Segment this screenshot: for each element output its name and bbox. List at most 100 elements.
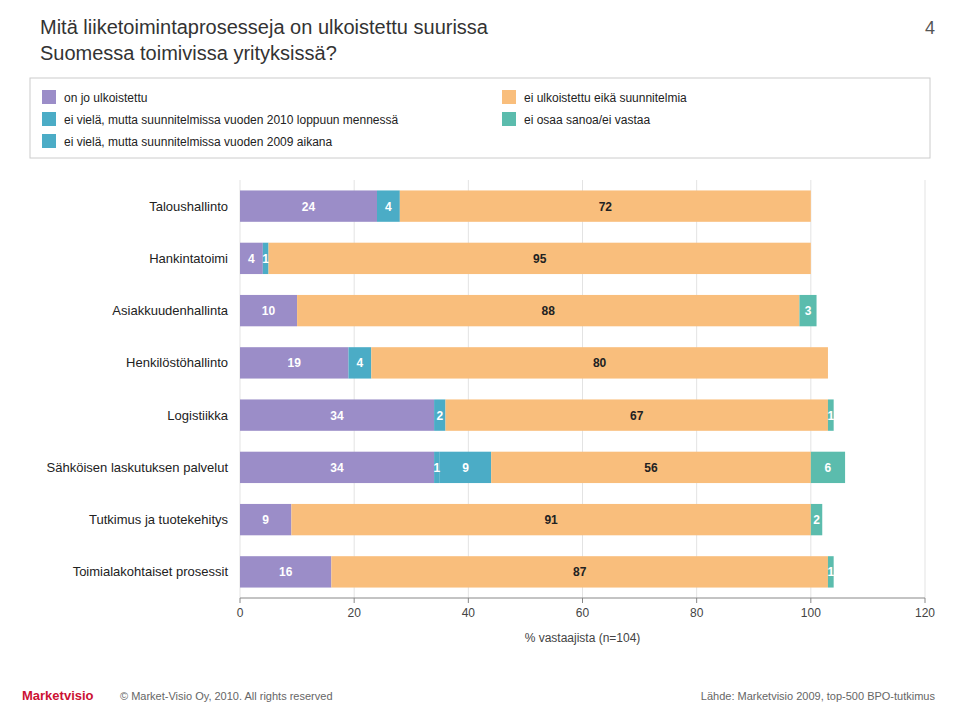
bar-segment <box>331 556 828 587</box>
data-label: 91 <box>544 513 558 527</box>
bar-segment <box>240 347 348 378</box>
bar-segment <box>434 452 440 483</box>
bar-segment <box>810 190 811 221</box>
bar-segment <box>377 190 400 221</box>
data-label: 87 <box>573 565 587 579</box>
tick-label: 20 <box>347 606 361 620</box>
bar-segment <box>828 556 834 587</box>
data-label: 95 <box>533 252 547 266</box>
legend-label: ei vielä, mutta suunnitelmissa vuoden 20… <box>64 113 399 127</box>
legend-swatch <box>42 112 56 126</box>
chart-container: Mitä liiketoimintaprosesseja on ulkoiste… <box>0 0 959 715</box>
data-label: 4 <box>357 356 364 370</box>
bar-segment <box>440 452 491 483</box>
tick-mark <box>925 598 926 603</box>
data-label: 1 <box>827 409 834 423</box>
bar-segment <box>371 347 828 378</box>
bar-segment <box>827 347 828 378</box>
bar-segment <box>240 504 291 535</box>
chart-svg: Mitä liiketoimintaprosesseja on ulkoiste… <box>0 0 959 715</box>
legend-swatch <box>42 134 56 148</box>
tick-mark <box>696 598 697 603</box>
bar-segment <box>269 243 811 274</box>
data-label: 72 <box>599 200 613 214</box>
bar-segment <box>240 243 263 274</box>
category-label: Tutkimus ja tuotekehitys <box>89 512 228 527</box>
bar-segment <box>799 295 816 326</box>
data-label: 4 <box>385 200 392 214</box>
data-label: 34 <box>330 461 344 475</box>
title: Mitä liiketoimintaprosesseja on ulkoiste… <box>40 16 489 38</box>
x-axis-label: % vastaajista (n=104) <box>525 631 641 645</box>
tick-label: 80 <box>690 606 704 620</box>
tick-label: 60 <box>576 606 590 620</box>
legend-label: ei ulkoistettu eikä suunnitelmia <box>524 91 687 105</box>
tick-mark <box>354 598 355 603</box>
bars <box>240 190 845 587</box>
x-grid: 0 20 40 60 80 100 120 <box>237 180 936 620</box>
bar-segment <box>400 190 811 221</box>
data-label: 4 <box>248 252 255 266</box>
legend-box <box>30 78 930 158</box>
bar-segment <box>291 504 810 535</box>
category-label: Toimialakohtaiset prosessit <box>73 564 229 579</box>
bar-segment <box>811 504 822 535</box>
data-label: 9 <box>262 513 269 527</box>
legend-label: ei vielä, mutta suunnitelmissa vuoden 20… <box>64 135 332 149</box>
data-label: 2 <box>813 513 820 527</box>
category-label: Asiakkuudenhallinta <box>112 303 228 318</box>
data-label: 67 <box>630 409 644 423</box>
category-label: Hankintatoimi <box>149 251 228 266</box>
legend-label: ei osaa sanoa/ei vastaa <box>524 113 650 127</box>
bar-segment <box>263 243 269 274</box>
logo-text: Marketvisio <box>22 688 94 703</box>
tick-mark <box>810 598 811 603</box>
bar-segment <box>240 452 434 483</box>
legend-label: on jo ulkoistettu <box>64 91 147 105</box>
data-label: 3 <box>805 304 812 318</box>
legend-swatch <box>502 112 516 126</box>
bar-segment <box>240 190 377 221</box>
page-number: 4 <box>925 18 935 38</box>
data-label: 16 <box>279 565 293 579</box>
bar-segment <box>810 243 811 274</box>
data-label: 1 <box>262 252 269 266</box>
bar-segment <box>240 295 297 326</box>
data-label: 2 <box>436 409 443 423</box>
bar-segment <box>240 556 331 587</box>
grid-line <box>925 180 926 598</box>
data-label: 88 <box>542 304 556 318</box>
bar-segment <box>297 295 799 326</box>
data-label: 6 <box>825 461 832 475</box>
tick-label: 120 <box>915 606 935 620</box>
category-label: Sähköisen laskutuksen palvelut <box>47 460 229 475</box>
bar-segment <box>491 452 811 483</box>
bar-segment <box>240 399 434 430</box>
data-label: 10 <box>262 304 276 318</box>
bar-segment <box>348 347 371 378</box>
bar-segment <box>811 452 845 483</box>
tick-mark <box>468 598 469 603</box>
category-label: Logistiikka <box>167 408 228 423</box>
data-label: 1 <box>434 461 441 475</box>
data-labels: 2447241951088319480342671341956699121687… <box>248 200 834 580</box>
footnote: Lähde: Marketvisio 2009, top-500 BPO-tut… <box>701 690 936 702</box>
legend-swatch <box>42 90 56 104</box>
data-label: 34 <box>330 409 344 423</box>
data-label: 9 <box>462 461 469 475</box>
tick-label: 100 <box>801 606 821 620</box>
data-label: 1 <box>827 565 834 579</box>
category-label: Taloushallinto <box>149 199 228 214</box>
bar-segment <box>446 399 828 430</box>
tick-label: 0 <box>237 606 244 620</box>
data-label: 19 <box>288 356 302 370</box>
x-axis-line <box>240 598 925 599</box>
footnote: © Market-Visio Oy, 2010. All rights rese… <box>120 690 333 702</box>
tick-mark <box>240 598 241 603</box>
tick-label: 40 <box>462 606 476 620</box>
legend: on jo ulkoistettu ei vielä, mutta suunnit… <box>30 78 930 158</box>
data-label: 80 <box>593 356 607 370</box>
subtitle: Suomessa toimivissa yrityksissä? <box>40 42 337 64</box>
bar-segment <box>434 399 445 430</box>
category-label: Henkilöstöhallinto <box>126 355 228 370</box>
